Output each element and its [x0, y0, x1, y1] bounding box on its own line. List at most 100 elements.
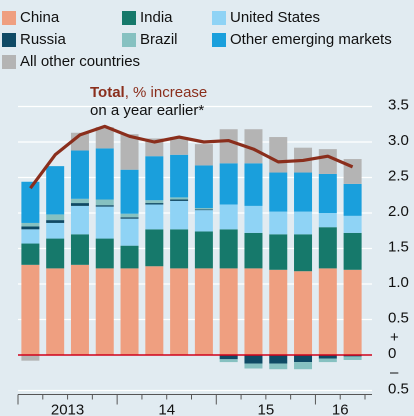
- bar-segment: [219, 359, 238, 363]
- legend-swatch: [212, 11, 226, 25]
- bar-segment: [95, 127, 114, 149]
- legend-label: Brazil: [140, 31, 178, 48]
- bar-segment: [95, 205, 114, 207]
- annotation-bold: Total: [90, 84, 125, 101]
- bar-segment: [70, 203, 89, 206]
- bar-segment: [145, 229, 164, 267]
- y-tick-label: 3.5: [388, 96, 409, 113]
- bar-segment: [294, 211, 313, 235]
- y-tick-label: 0: [388, 345, 396, 362]
- bar-segment: [145, 200, 164, 204]
- bar-segment: [343, 356, 362, 360]
- bar-segment: [194, 209, 213, 211]
- bar-segment: [170, 197, 189, 200]
- bar-segment: [145, 204, 164, 230]
- bar-segment: [194, 231, 213, 269]
- bar-segment: [95, 238, 114, 269]
- x-tick-label: 16: [332, 401, 349, 416]
- bar-segment: [70, 150, 89, 199]
- bar-segment: [170, 137, 189, 155]
- bar-segment: [194, 210, 213, 232]
- legend-swatch: [212, 33, 226, 47]
- bar-segment: [21, 181, 40, 223]
- bar-segment: [46, 268, 65, 355]
- bar-segment: [46, 222, 65, 239]
- bar-segment: [70, 205, 89, 235]
- bar-segment: [318, 227, 337, 269]
- bar-segment: [145, 266, 164, 355]
- bar-segment: [120, 218, 139, 246]
- bar-segment: [244, 355, 263, 364]
- bar-segment: [343, 232, 362, 270]
- legend-swatch: [2, 11, 16, 25]
- y-tick-label: 1.0: [388, 274, 409, 291]
- bar-segment: [269, 211, 288, 235]
- bar-segment: [318, 268, 337, 355]
- bar-segment: [244, 232, 263, 269]
- legend-swatch: [2, 55, 16, 69]
- legend-label: Russia: [20, 31, 67, 48]
- bar-segment: [194, 144, 213, 166]
- x-tick-label: 14: [158, 401, 175, 416]
- bar-segment: [145, 156, 164, 201]
- bar-segment: [269, 234, 288, 270]
- y-tick-label: 1.5: [388, 238, 409, 255]
- bar-segment: [343, 183, 362, 216]
- bar-segment: [145, 138, 164, 157]
- y-tick-label: 3.0: [388, 132, 409, 149]
- bar-segment: [120, 134, 139, 170]
- bar-segment: [318, 355, 337, 359]
- x-tick-label: 2013: [51, 401, 84, 416]
- bar-segment: [46, 166, 65, 215]
- bar-segment: [70, 234, 89, 265]
- bar-segment: [170, 229, 189, 269]
- total-line: [29, 124, 354, 190]
- bar-segment: [318, 149, 337, 174]
- bar-segment: [244, 163, 263, 206]
- bar-segment: [21, 226, 40, 230]
- bar-segment: [194, 268, 213, 355]
- annotation: Total, % increase: [90, 84, 207, 101]
- bar-segment: [120, 213, 139, 218]
- bar-segment: [46, 220, 65, 223]
- bar-segment: [46, 238, 65, 269]
- bar-segment: [318, 358, 337, 363]
- legend-label: China: [20, 9, 60, 26]
- bar-segment: [219, 163, 238, 205]
- bar-segment: [70, 264, 89, 355]
- bar-segment: [194, 208, 213, 210]
- legend-label: India: [140, 9, 173, 26]
- bar-segment: [219, 229, 238, 269]
- y-tick-label: 0.5: [388, 380, 409, 397]
- bar-segment: [120, 268, 139, 355]
- bar-segment: [145, 203, 164, 205]
- bar-segment: [95, 148, 114, 200]
- bar-segment: [343, 269, 362, 355]
- bar-segment: [219, 355, 238, 360]
- bar-segment: [269, 363, 288, 370]
- legend-swatch: [2, 33, 16, 47]
- bar-segment: [244, 363, 263, 369]
- y-tick-label: 2.5: [388, 167, 409, 184]
- annotation: on a year earlier*: [90, 102, 204, 119]
- bar-segment: [318, 213, 337, 228]
- y-tick-label: 0.5: [388, 309, 409, 326]
- bar-segment: [244, 129, 263, 164]
- bar-segment: [21, 355, 40, 361]
- bar-segment: [95, 268, 114, 355]
- bar-segment: [219, 129, 238, 164]
- bar-segment: [294, 234, 313, 272]
- legend-label: United States: [230, 9, 320, 26]
- bar-segment: [21, 222, 40, 227]
- bar-segment: [170, 154, 189, 198]
- y-tick-label: 2.0: [388, 203, 409, 220]
- bar-segment: [343, 215, 362, 233]
- bar-segment: [21, 243, 40, 265]
- legend-label: All other countries: [20, 53, 140, 70]
- bar-segment: [120, 169, 139, 214]
- bar-segment: [95, 199, 114, 206]
- bar-segment: [294, 271, 313, 355]
- bar-segment: [21, 229, 40, 244]
- bar-segment: [21, 264, 40, 355]
- bar-segment: [269, 137, 288, 173]
